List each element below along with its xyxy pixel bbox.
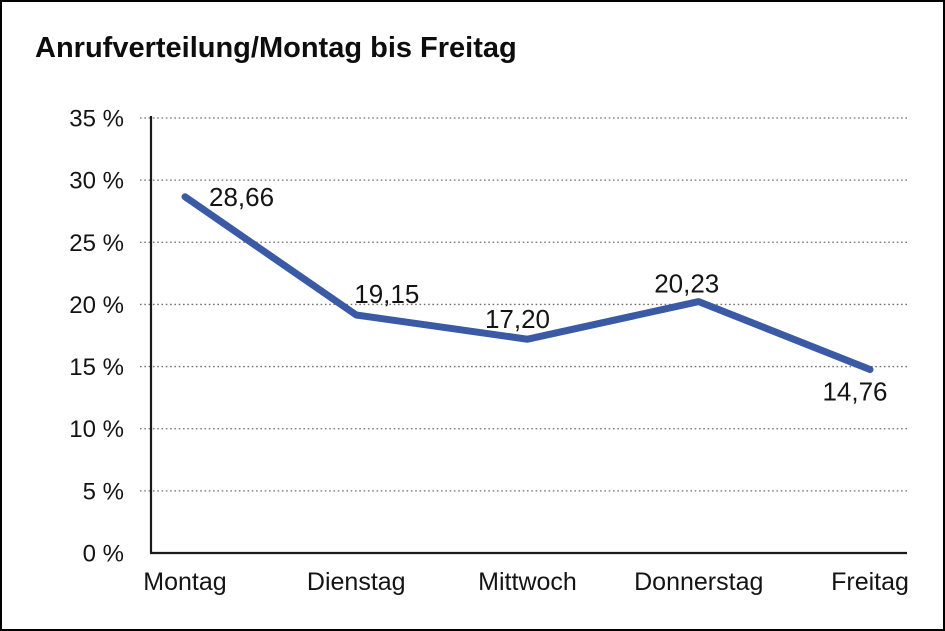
x-category-label: Dienstag bbox=[307, 568, 406, 596]
data-point-label: 20,23 bbox=[654, 269, 719, 299]
y-tick-label: 5 % bbox=[83, 478, 124, 505]
data-point-label: 19,15 bbox=[354, 279, 419, 309]
x-category-label: Donnerstag bbox=[634, 568, 763, 596]
x-category-label: Montag bbox=[143, 568, 226, 596]
y-tick-label: 20 % bbox=[69, 292, 124, 319]
data-point-label: 14,76 bbox=[822, 377, 887, 407]
y-tick-label: 35 % bbox=[69, 106, 124, 133]
y-tick-label: 30 % bbox=[69, 168, 124, 195]
y-tick-label: 10 % bbox=[69, 416, 124, 443]
series-line bbox=[181, 193, 874, 374]
x-category-label: Mittwoch bbox=[478, 568, 577, 596]
chart-title: Anrufverteilung/Montag bis Freitag bbox=[35, 32, 517, 64]
y-tick-label: 25 % bbox=[69, 230, 124, 257]
y-tick-label: 0 % bbox=[83, 541, 124, 568]
y-tick-label: 15 % bbox=[69, 354, 124, 381]
x-category-label: Freitag bbox=[831, 568, 909, 596]
data-point-label: 17,20 bbox=[485, 304, 550, 334]
data-point-label: 28,66 bbox=[209, 182, 274, 212]
